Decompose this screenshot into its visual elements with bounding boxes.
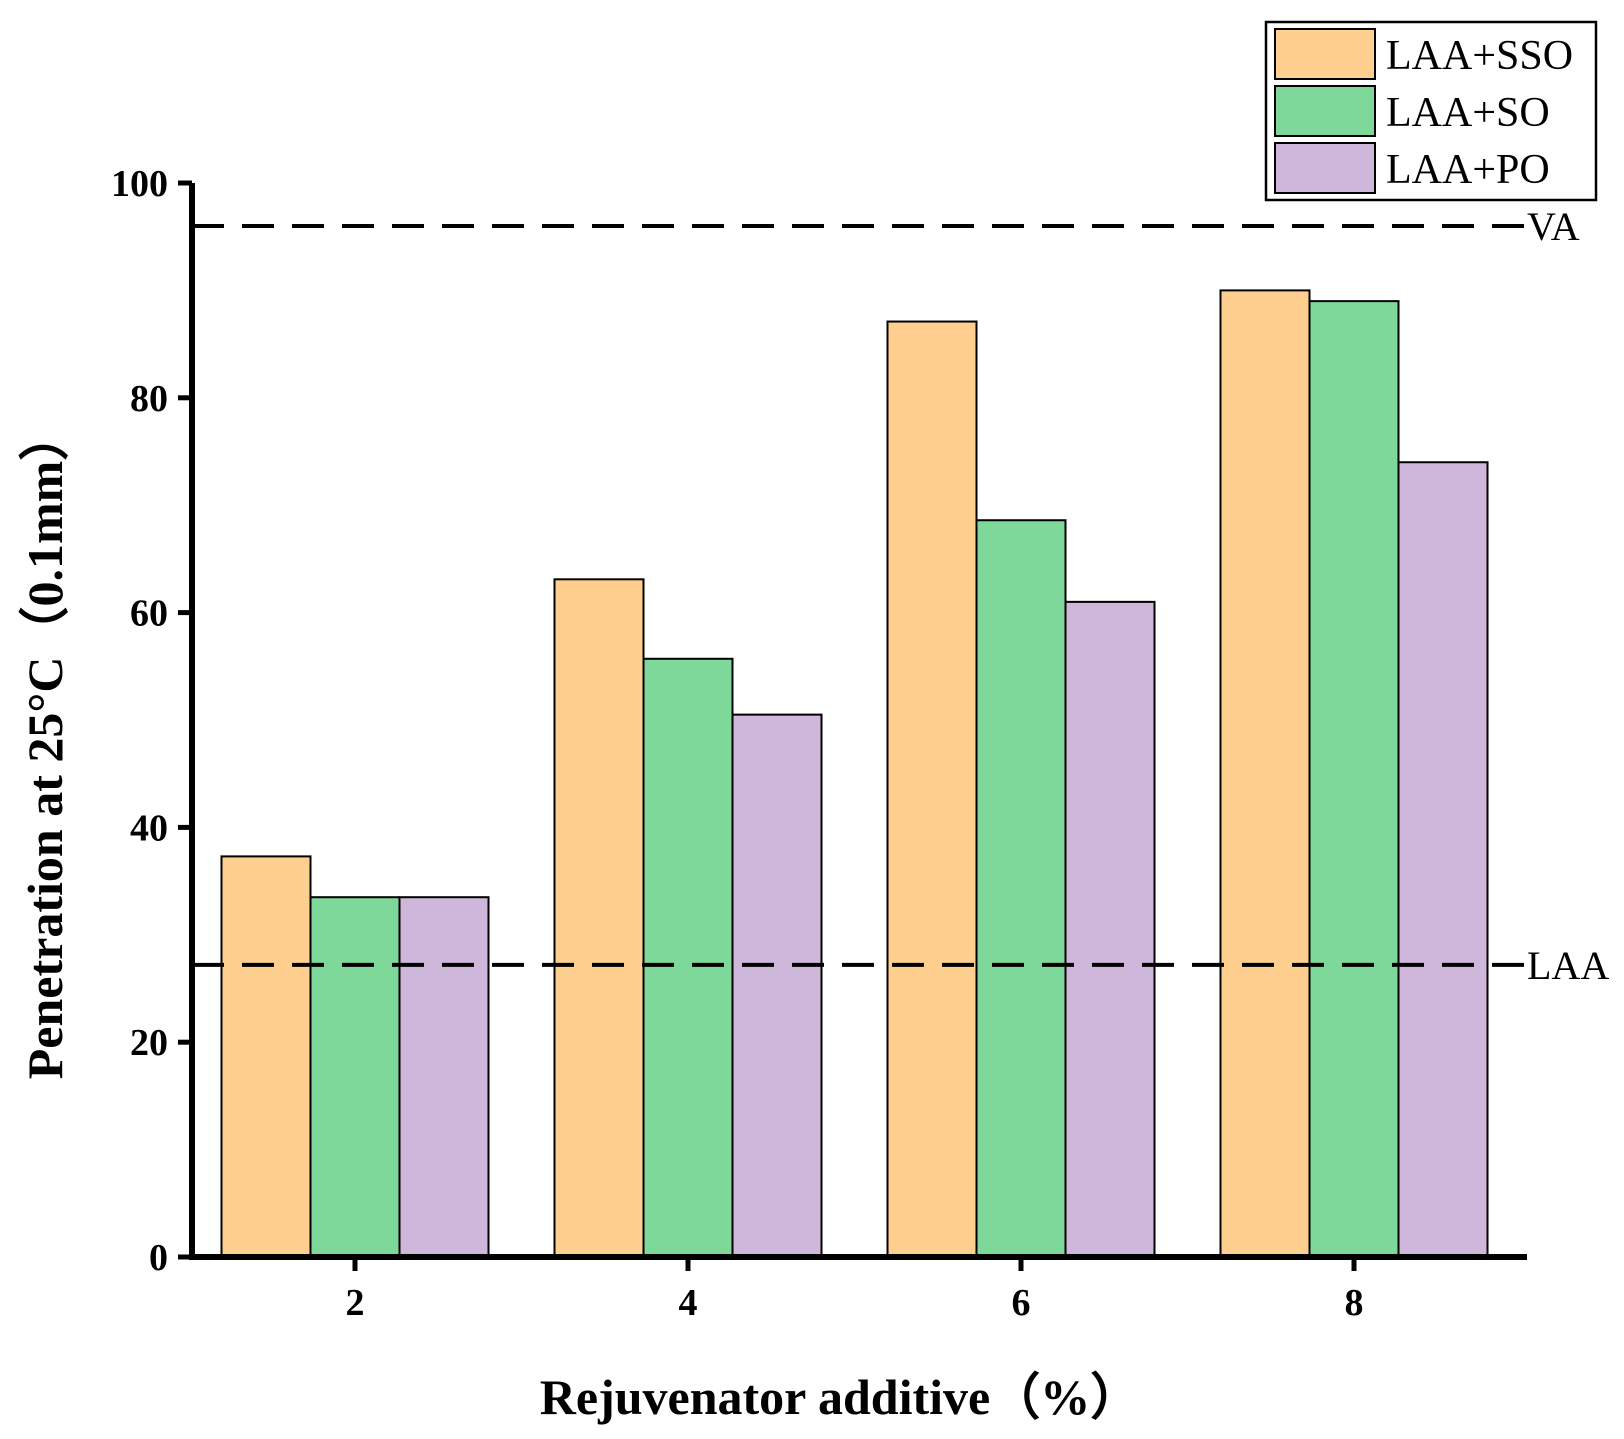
bar-laa-sso-4 <box>553 578 645 1258</box>
bar-laa-so-2 <box>309 896 401 1259</box>
legend-label-laa-sso: LAA+SSO <box>1386 33 1573 79</box>
y-tick-label-100: 100 <box>111 163 168 205</box>
bar-laa-po-2 <box>398 896 490 1259</box>
bar-laa-so-6 <box>975 519 1067 1258</box>
axes-group: 0 20 40 60 80 100 2 4 6 8 <box>111 163 1527 1324</box>
legend-swatch-laa-po <box>1274 142 1376 194</box>
reference-lines-group: VA LAA <box>192 204 1609 988</box>
x-tick-label-8: 8 <box>1345 1282 1364 1324</box>
legend-label-laa-so: LAA+SO <box>1386 90 1550 136</box>
y-tick-label-40: 40 <box>130 807 168 849</box>
y-tick-label-80: 80 <box>130 378 168 420</box>
y-tick-label-20: 20 <box>130 1022 168 1064</box>
y-axis-title: Penetration at 25°C（0.1mm） <box>17 411 73 1079</box>
bar-laa-so-4 <box>642 657 734 1258</box>
bar-laa-po-4 <box>731 713 823 1258</box>
bars-group <box>220 289 1489 1259</box>
bar-laa-po-8 <box>1397 461 1489 1258</box>
x-axis-title: Rejuvenator additive（%） <box>540 1369 1140 1425</box>
y-tick-label-60: 60 <box>130 593 168 635</box>
legend-label-laa-po: LAA+PO <box>1386 147 1550 193</box>
bar-laa-po-6 <box>1064 600 1156 1258</box>
ref-label-laa: LAA <box>1527 943 1609 988</box>
x-tick-label-2: 2 <box>346 1282 365 1324</box>
legend-swatch-laa-so <box>1274 85 1376 137</box>
x-tick-label-6: 6 <box>1012 1282 1031 1324</box>
legend: LAA+SSO LAA+SO LAA+PO <box>1264 20 1598 202</box>
bar-laa-sso-8 <box>1219 289 1311 1258</box>
legend-swatch-laa-sso <box>1274 28 1376 80</box>
y-tick-label-0: 0 <box>149 1237 168 1279</box>
x-tick-label-4: 4 <box>679 1282 698 1324</box>
bar-laa-so-8 <box>1308 300 1400 1258</box>
bar-laa-sso-6 <box>886 320 978 1258</box>
ref-label-va: VA <box>1527 204 1580 249</box>
bar-laa-sso-2 <box>220 855 312 1258</box>
